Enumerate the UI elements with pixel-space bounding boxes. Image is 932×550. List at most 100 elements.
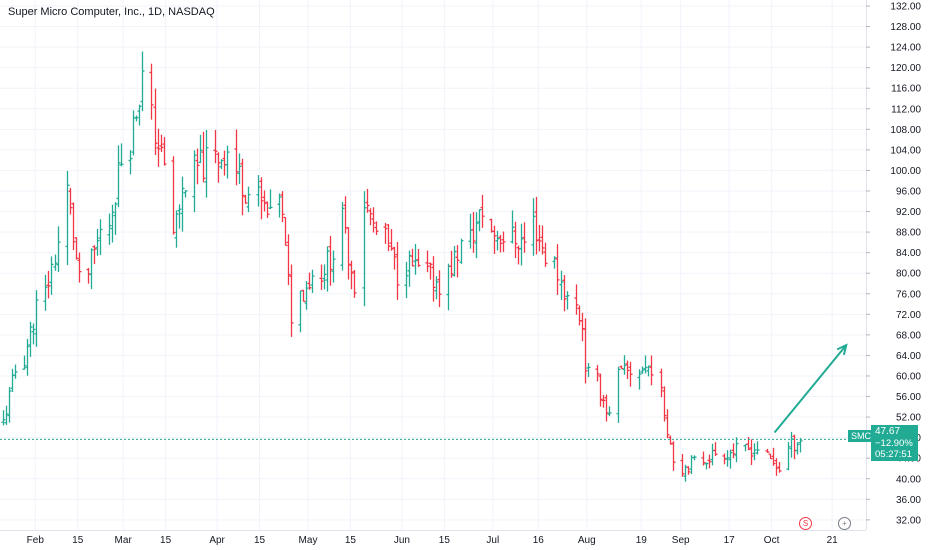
y-tick-label: 108.00 bbox=[890, 125, 921, 136]
ohlc-bar bbox=[583, 318, 588, 384]
ohlc-bar bbox=[156, 128, 161, 167]
ohlc-bar bbox=[374, 221, 379, 236]
ohlc-bar bbox=[177, 204, 182, 229]
x-tick-label: 15 bbox=[254, 535, 266, 546]
ohlc-bar bbox=[616, 366, 621, 423]
split-event-icon[interactable]: S bbox=[799, 517, 812, 530]
y-tick-label: 36.00 bbox=[896, 495, 921, 506]
ohlc-bar bbox=[468, 213, 473, 249]
x-tick-label: Feb bbox=[27, 535, 45, 546]
ohlc-bar bbox=[371, 207, 376, 233]
ohlc-bar bbox=[216, 152, 221, 183]
ohlc-bar bbox=[262, 190, 267, 212]
ohlc-bar bbox=[562, 275, 567, 312]
ohlc-bar bbox=[731, 443, 736, 459]
ohlc-bar bbox=[431, 256, 436, 302]
ohlc-bar bbox=[707, 454, 712, 469]
ohlc-bar bbox=[183, 190, 188, 198]
ohlc-bar bbox=[77, 252, 82, 283]
ohlc-bar bbox=[755, 441, 760, 455]
ohlc-bar bbox=[619, 365, 624, 370]
arrow-shaft bbox=[773, 344, 848, 434]
ohlc-bar bbox=[286, 234, 291, 286]
ohlc-bar bbox=[22, 355, 27, 370]
ohlc-bar bbox=[7, 387, 12, 423]
ohlc-bar bbox=[201, 131, 206, 183]
ohlc-bar bbox=[768, 453, 773, 460]
ohlc-bar bbox=[771, 447, 776, 466]
ohlc-bar bbox=[92, 245, 97, 264]
ohlc-bar bbox=[628, 361, 633, 387]
ohlc-bar bbox=[174, 210, 179, 248]
ohlc-bar bbox=[498, 234, 503, 253]
ohlc-bar bbox=[386, 224, 391, 252]
ohlc-bar bbox=[198, 134, 203, 164]
ohlc-bar bbox=[565, 291, 570, 310]
x-tick-label: 19 bbox=[636, 535, 648, 546]
ohlc-bar bbox=[319, 264, 324, 290]
ohlc-bar bbox=[31, 323, 36, 345]
ohlc-bar bbox=[452, 246, 457, 277]
ohlc-bar bbox=[89, 248, 94, 290]
ohlc-bar bbox=[519, 223, 524, 266]
ohlc-bar bbox=[607, 406, 612, 417]
ohlc-bar bbox=[522, 222, 527, 253]
time-axis[interactable]: Feb 15 Mar 15 Apr 15 May 15 Jun 15 Jul 16 Aug 19 Sep 17… bbox=[27, 535, 839, 546]
ohlc-bar bbox=[383, 222, 388, 244]
ohlc-bar bbox=[480, 194, 485, 228]
projection-arrow[interactable] bbox=[773, 343, 848, 434]
ohlc-bar bbox=[225, 145, 230, 179]
ohlc-bar bbox=[289, 264, 294, 337]
ohlc-bar bbox=[162, 137, 167, 166]
ohlc-bar bbox=[283, 216, 288, 247]
ohlc-bar bbox=[671, 441, 676, 471]
ohlc-bar bbox=[149, 63, 154, 120]
ohlc-bar bbox=[107, 213, 112, 245]
ohlc-bar bbox=[743, 443, 748, 452]
ohlc-bar bbox=[192, 150, 197, 213]
ohlc-bar bbox=[713, 442, 718, 456]
ohlc-bar bbox=[113, 202, 118, 235]
x-tick-label: Oct bbox=[764, 535, 780, 546]
ohlc-bar bbox=[310, 269, 315, 293]
ohlc-bar bbox=[471, 211, 476, 253]
ohlc-bar bbox=[98, 219, 103, 256]
ohlc-bar bbox=[46, 270, 51, 299]
ohlc-bar bbox=[43, 274, 48, 311]
ohlc-bar bbox=[416, 249, 421, 267]
ohlc-bar bbox=[501, 231, 506, 252]
ohlc-bar bbox=[752, 443, 757, 461]
y-tick-label: 72.00 bbox=[896, 310, 921, 321]
split-event-label: S bbox=[802, 519, 809, 528]
y-tick-label: 64.00 bbox=[896, 351, 921, 362]
ohlc-bar bbox=[389, 229, 394, 251]
ohlc-bar bbox=[492, 225, 497, 254]
ohlc-bar bbox=[28, 321, 33, 357]
add-event-icon[interactable]: + bbox=[838, 517, 851, 530]
y-tick-label: 128.00 bbox=[890, 22, 921, 33]
ohlc-bar bbox=[595, 365, 600, 382]
ohlc-bar bbox=[346, 227, 351, 280]
arrow-head bbox=[836, 343, 848, 356]
ohlc-bar bbox=[298, 290, 303, 333]
ohlc-bar bbox=[686, 466, 691, 475]
ohlc-bar bbox=[555, 244, 560, 295]
ohlc-bar bbox=[237, 153, 242, 184]
ohlc-bar bbox=[722, 453, 727, 465]
ohlc-bar bbox=[765, 448, 770, 453]
y-tick-label: 76.00 bbox=[896, 289, 921, 300]
ohlc-bar bbox=[604, 394, 609, 422]
ohlc-bar bbox=[637, 369, 642, 390]
ohlc-bar bbox=[180, 176, 185, 232]
ohlc-bar bbox=[622, 355, 627, 375]
ohlc-bar bbox=[268, 189, 273, 210]
chart-title: Super Micro Computer, Inc., 1D, NASDAQ bbox=[8, 6, 215, 18]
ohlc-bar bbox=[531, 198, 536, 256]
ohlc-bar bbox=[734, 437, 739, 463]
ohlc-bar bbox=[598, 373, 603, 407]
y-tick-label: 104.00 bbox=[890, 145, 921, 156]
ohlc-bar bbox=[437, 270, 442, 308]
x-tick-label: 15 bbox=[345, 535, 357, 546]
ohlc-bar bbox=[404, 261, 409, 299]
